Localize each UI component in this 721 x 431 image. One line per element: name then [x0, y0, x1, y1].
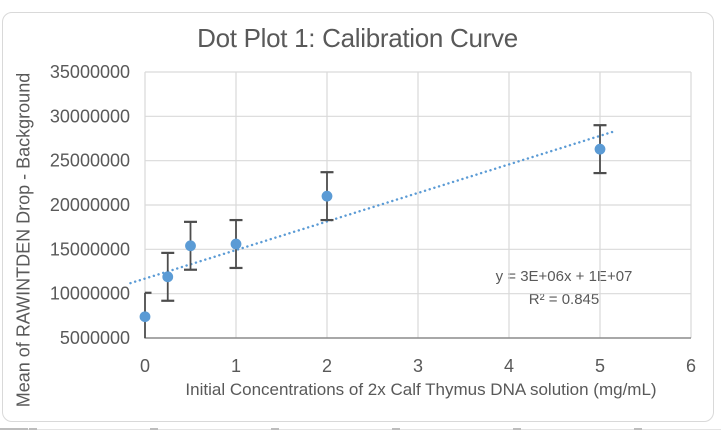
chart-title: Dot Plot 1: Calibration Curve: [197, 23, 518, 53]
data-point-marker[interactable]: [162, 271, 174, 283]
chart-area-border[interactable]: [2, 12, 714, 422]
data-point-marker[interactable]: [321, 190, 333, 202]
x-tick-label: 5: [595, 356, 605, 376]
y-tick-label: 15000000: [50, 239, 130, 259]
y-tick-label: 35000000: [50, 62, 130, 82]
worksheet-column-stub: [29, 428, 37, 430]
trendline-equation-label: y = 3E+06x + 1E+07: [495, 268, 633, 285]
worksheet-row-gridline: [0, 429, 721, 430]
worksheet-column-stub: [271, 428, 279, 430]
x-tick-label: 6: [686, 356, 696, 376]
y-tick-label: 10000000: [50, 284, 130, 304]
data-point-marker[interactable]: [230, 238, 242, 250]
y-tick-label: 30000000: [50, 106, 130, 126]
x-tick-label: 4: [504, 356, 514, 376]
trendline-r-squared-label: R² = 0.845: [528, 291, 600, 308]
x-tick-label: 2: [322, 356, 332, 376]
y-tick-label: 5000000: [60, 328, 130, 348]
worksheet-column-stub: [392, 428, 400, 430]
worksheet-column-stub: [150, 428, 158, 430]
x-axis-title: Initial Concentrations of 2x Calf Thymus…: [185, 380, 657, 399]
y-tick-label: 25000000: [50, 151, 130, 171]
worksheet-column-stub: [513, 428, 521, 430]
worksheet-column-stub: [0, 428, 28, 430]
y-tick-label: 20000000: [50, 195, 130, 215]
worksheet-column-stub: [634, 428, 642, 430]
data-point-marker[interactable]: [594, 143, 606, 155]
x-tick-label: 3: [413, 356, 423, 376]
x-tick-label: 1: [231, 356, 241, 376]
data-point-marker[interactable]: [139, 311, 151, 323]
x-tick-label: 0: [140, 356, 150, 376]
trendline[interactable]: [129, 130, 615, 285]
data-point-marker[interactable]: [185, 240, 196, 252]
